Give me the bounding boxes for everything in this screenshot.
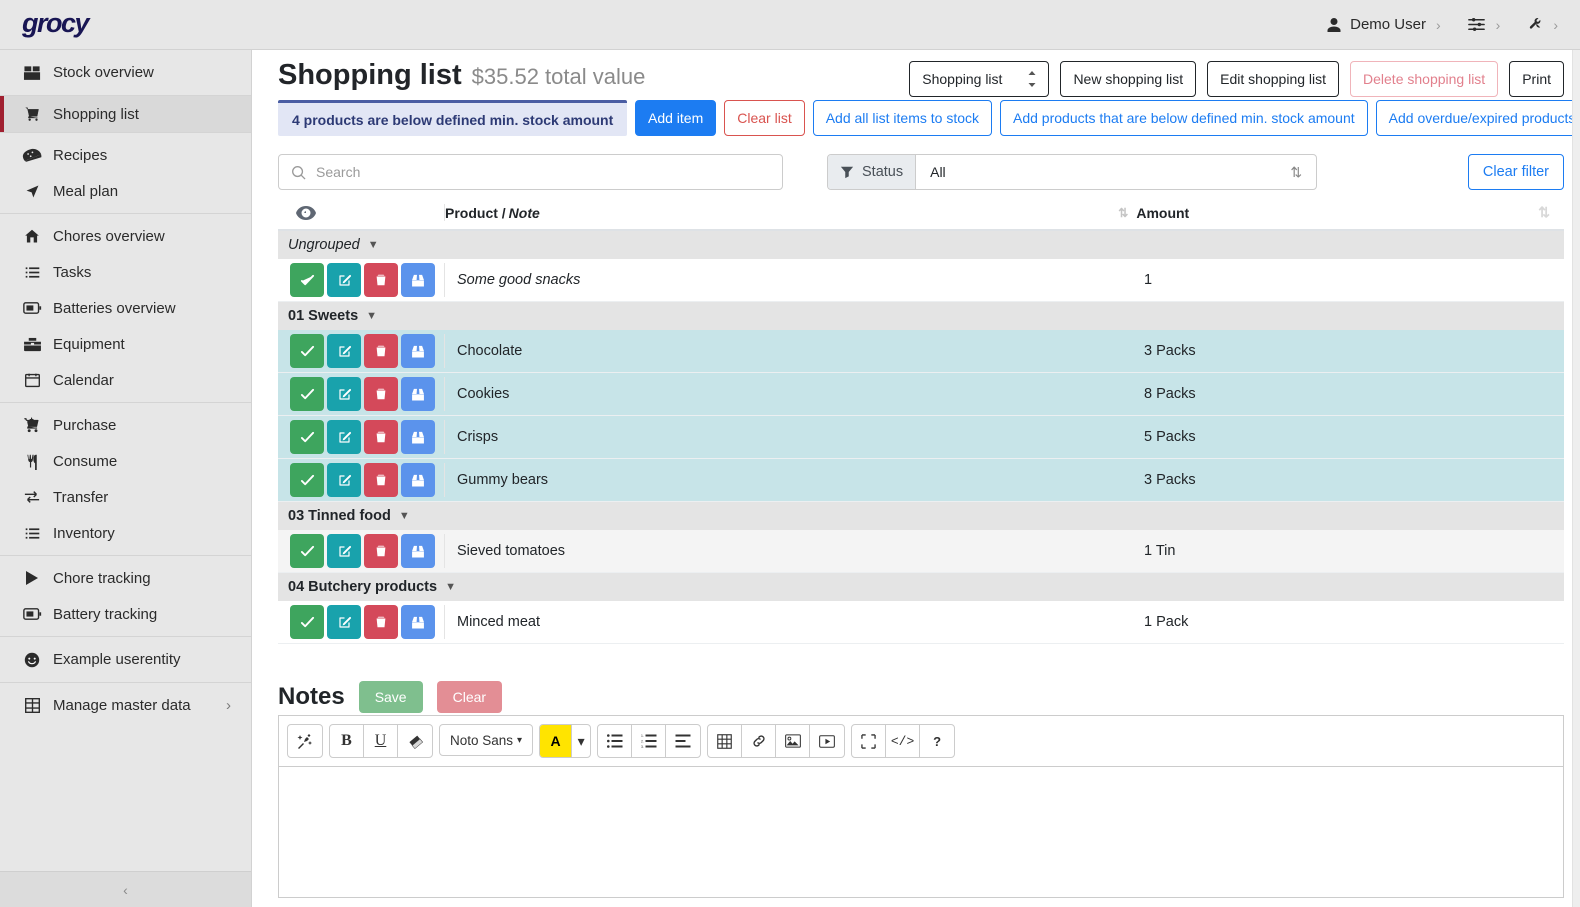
svg-text:2.: 2. xyxy=(641,740,644,744)
svg-text:1.: 1. xyxy=(641,734,644,738)
svg-text:3.: 3. xyxy=(641,745,644,748)
